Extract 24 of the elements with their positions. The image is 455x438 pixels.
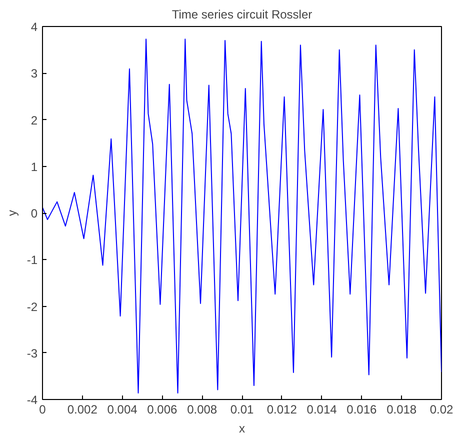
x-tick-label: 0.004 (107, 402, 138, 416)
y-tick-label: -1 (26, 253, 38, 268)
line-series (42, 38, 442, 394)
chart-title: Time series circuit Rossler (172, 8, 312, 22)
x-tick-label: 0.02 (430, 402, 454, 416)
x-tick-label: 0.01 (230, 402, 254, 416)
x-tick-label: 0.016 (346, 402, 378, 416)
x-tick-label: 0.008 (187, 402, 218, 416)
y-tick-label: 3 (30, 66, 38, 81)
y-tick-label: -3 (26, 346, 38, 360)
y-tick-label: 2 (30, 113, 38, 128)
x-tick-label: 0.006 (147, 402, 178, 416)
x-tick-label: 0.018 (386, 402, 417, 416)
x-tick-label: 0 (39, 402, 46, 416)
y-tick-label: 0 (30, 206, 38, 220)
y-tick-label: 1 (30, 160, 38, 174)
y-tick-label: -2 (26, 300, 38, 314)
x-tick-label: 0.002 (67, 402, 98, 416)
y-tick-label: -4 (26, 393, 38, 407)
x-axis-title: x (239, 422, 245, 436)
x-tick-label: 0.012 (266, 402, 298, 416)
y-tick-label: 4 (30, 20, 38, 34)
x-tick-label: 0.014 (306, 402, 338, 416)
y-axis-title: y (4, 210, 19, 216)
